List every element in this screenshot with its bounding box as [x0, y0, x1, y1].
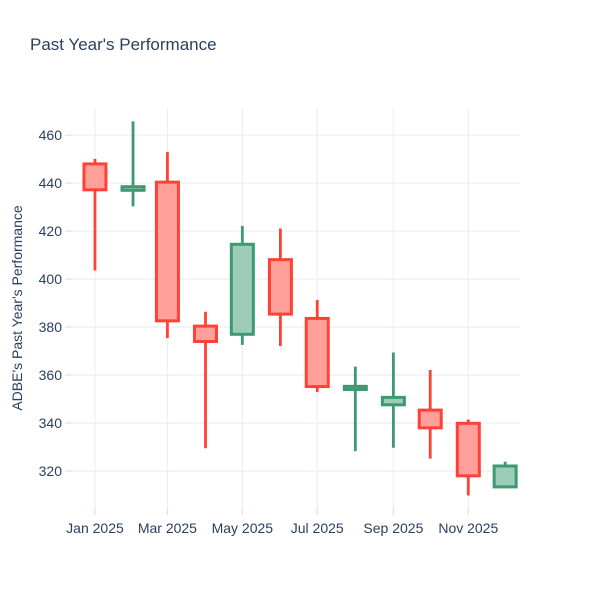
y-tick-label: 400 — [39, 271, 63, 287]
chart-title: Past Year's Performance — [30, 35, 217, 54]
candle-may-2025[interactable] — [229, 225, 255, 345]
candle-body — [120, 185, 146, 192]
y-tick-label: 420 — [39, 223, 63, 239]
candle-nov-2025[interactable] — [455, 419, 481, 496]
candle-sep-2025[interactable] — [380, 352, 406, 448]
candle-body — [380, 395, 406, 407]
candle-apr-2025[interactable] — [192, 311, 218, 449]
y-tick-label: 360 — [39, 367, 63, 383]
candle-body — [82, 162, 108, 192]
x-tick-label: Nov 2025 — [438, 520, 498, 536]
candle-jan-2025[interactable] — [82, 158, 108, 271]
x-tick-label: Mar 2025 — [138, 520, 197, 536]
candle-body — [304, 316, 330, 389]
x-tick-label: Jul 2025 — [291, 520, 344, 536]
candle-dec-2025[interactable] — [492, 461, 518, 489]
candle-body — [492, 464, 518, 489]
y-tick-label: 380 — [39, 319, 63, 335]
y-tick-label: 460 — [39, 127, 63, 143]
candle-jul-2025[interactable] — [304, 299, 330, 393]
candle-body — [267, 258, 293, 316]
axis-label-layer: 320 340 360 380 400 420 440 460 Jan 2025 Mar 2025… — [39, 127, 499, 536]
candle-jun-2025[interactable] — [267, 228, 293, 347]
candle-mar-2025[interactable] — [154, 152, 180, 339]
candle-body — [417, 408, 443, 430]
x-tick-label: Sep 2025 — [363, 520, 423, 536]
y-axis-title: ADBE's Past Year's Performance — [9, 205, 25, 411]
candle-body — [342, 384, 368, 391]
candle-body — [229, 242, 255, 336]
candle-body — [455, 421, 481, 478]
candle-aug-2025[interactable] — [342, 366, 368, 452]
candle-body — [154, 180, 180, 323]
y-tick-label: 440 — [39, 175, 63, 191]
x-tick-label: May 2025 — [212, 520, 274, 536]
candle-layer — [82, 121, 518, 496]
y-tick-label: 340 — [39, 415, 63, 431]
y-tick-label: 320 — [39, 463, 63, 479]
candle-feb-2025[interactable] — [120, 121, 146, 207]
candle-body — [192, 324, 218, 343]
candle-oct-2025[interactable] — [417, 370, 443, 459]
x-tick-label: Jan 2025 — [66, 520, 124, 536]
